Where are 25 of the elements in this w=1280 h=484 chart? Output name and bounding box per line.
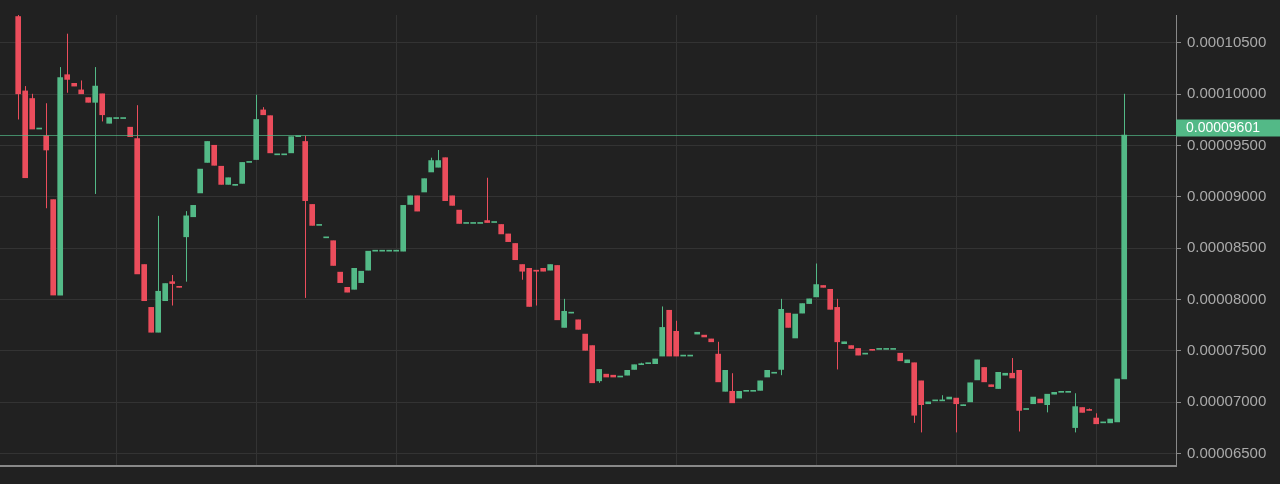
candlestick xyxy=(64,33,71,94)
y-tick-label: 0.00007500 xyxy=(1187,341,1267,359)
y-tick-label: 0.00009500 xyxy=(1187,135,1267,153)
candlestick xyxy=(43,102,50,209)
candlestick xyxy=(99,93,106,122)
candlestick xyxy=(813,263,820,298)
ref-line-label: 0.00009601 xyxy=(1186,119,1261,136)
y-tick-label: 0.00010000 xyxy=(1187,84,1267,102)
candlestick xyxy=(204,140,211,163)
candlestick xyxy=(967,382,974,403)
y-tick-label: 0.00010500 xyxy=(1187,32,1267,50)
candlestick xyxy=(484,177,491,224)
y-tick-label: 0.00008000 xyxy=(1187,289,1267,307)
candlestick xyxy=(218,165,225,185)
candlestick xyxy=(729,372,736,404)
candlestick xyxy=(953,397,960,433)
y-tick-label: 0.00009000 xyxy=(1187,186,1267,204)
candlestick xyxy=(211,144,218,166)
y-tick-label: 0.00006500 xyxy=(1187,443,1267,461)
y-tick-label: 0.00008500 xyxy=(1187,238,1267,256)
candlestick xyxy=(1072,392,1079,433)
y-tick-label: 0.00007000 xyxy=(1187,392,1267,410)
candlestick xyxy=(309,203,316,226)
candlestick xyxy=(722,369,729,392)
candlestick xyxy=(169,274,176,307)
